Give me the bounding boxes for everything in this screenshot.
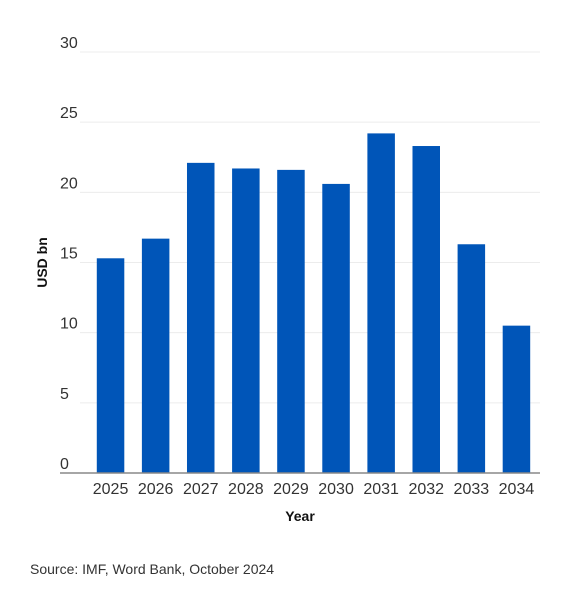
- bar-2029: [277, 169, 305, 473]
- x-tick-label: 2025: [93, 481, 129, 498]
- y-tick-label: 30: [60, 35, 78, 52]
- bar-2034: [502, 325, 531, 473]
- x-tick-label: 2027: [183, 481, 219, 498]
- bars: [96, 133, 531, 474]
- x-tick-label: 2031: [363, 481, 399, 498]
- x-tick-label: 2034: [499, 481, 535, 498]
- y-tick-label: 20: [60, 175, 78, 192]
- y-axis-ticks: 0 5 10 15 20 25 30: [60, 35, 78, 473]
- y-axis-title: USD bn: [34, 237, 50, 288]
- y-tick-label: 10: [60, 316, 78, 333]
- bar-2030: [322, 183, 350, 473]
- y-tick-label: 25: [60, 105, 78, 122]
- bar-2031: [367, 133, 395, 473]
- y-tick-label: 0: [60, 456, 69, 473]
- y-tick-label: 5: [60, 386, 69, 403]
- bar-2032: [412, 146, 440, 473]
- bar-2027: [186, 162, 215, 474]
- bar-2028: [232, 168, 260, 474]
- x-tick-label: 2032: [408, 481, 444, 498]
- x-tick-label: 2029: [273, 481, 309, 498]
- x-tick-label: 2033: [454, 481, 490, 498]
- x-tick-label: 2026: [138, 481, 174, 498]
- bar-2033: [457, 244, 486, 473]
- bar-2026: [141, 238, 170, 473]
- x-axis-ticks: 2025 2026 2027 2028 2029 2030 2031 2032 2033 2034: [93, 481, 535, 498]
- source-note: Source: IMF, Word Bank, October 2024: [30, 561, 275, 577]
- x-axis-title: Year: [285, 508, 315, 524]
- y-tick-label: 15: [60, 246, 78, 263]
- x-tick-label: 2028: [228, 481, 264, 498]
- bar-2025: [96, 258, 125, 473]
- x-tick-label: 2030: [318, 481, 354, 498]
